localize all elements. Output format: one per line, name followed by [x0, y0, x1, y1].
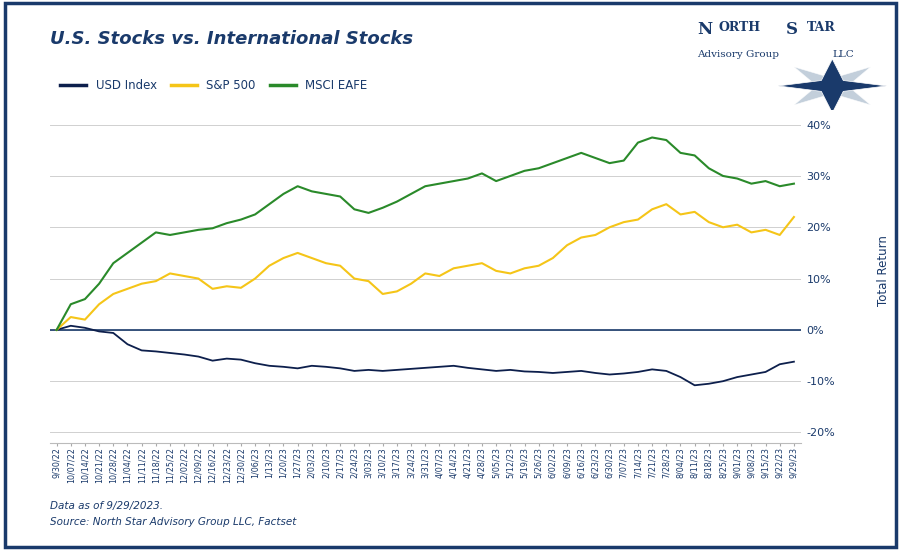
Text: Advisory Group: Advisory Group: [697, 51, 778, 59]
Text: Data as of 9/29/2023.: Data as of 9/29/2023.: [50, 500, 163, 511]
Text: U.S. Stocks vs. International Stocks: U.S. Stocks vs. International Stocks: [50, 30, 412, 48]
Text: ORTH: ORTH: [718, 21, 760, 35]
Text: N: N: [697, 21, 712, 38]
Text: TAR: TAR: [807, 21, 836, 35]
Legend: USD Index, S&P 500, MSCI EAFE: USD Index, S&P 500, MSCI EAFE: [56, 75, 373, 97]
Polygon shape: [778, 59, 886, 113]
Text: LLC: LLC: [832, 51, 854, 59]
Y-axis label: Total Return: Total Return: [877, 235, 890, 306]
Text: Source: North Star Advisory Group LLC, Factset: Source: North Star Advisory Group LLC, F…: [50, 517, 296, 527]
Polygon shape: [794, 67, 870, 105]
Text: S: S: [786, 21, 798, 38]
